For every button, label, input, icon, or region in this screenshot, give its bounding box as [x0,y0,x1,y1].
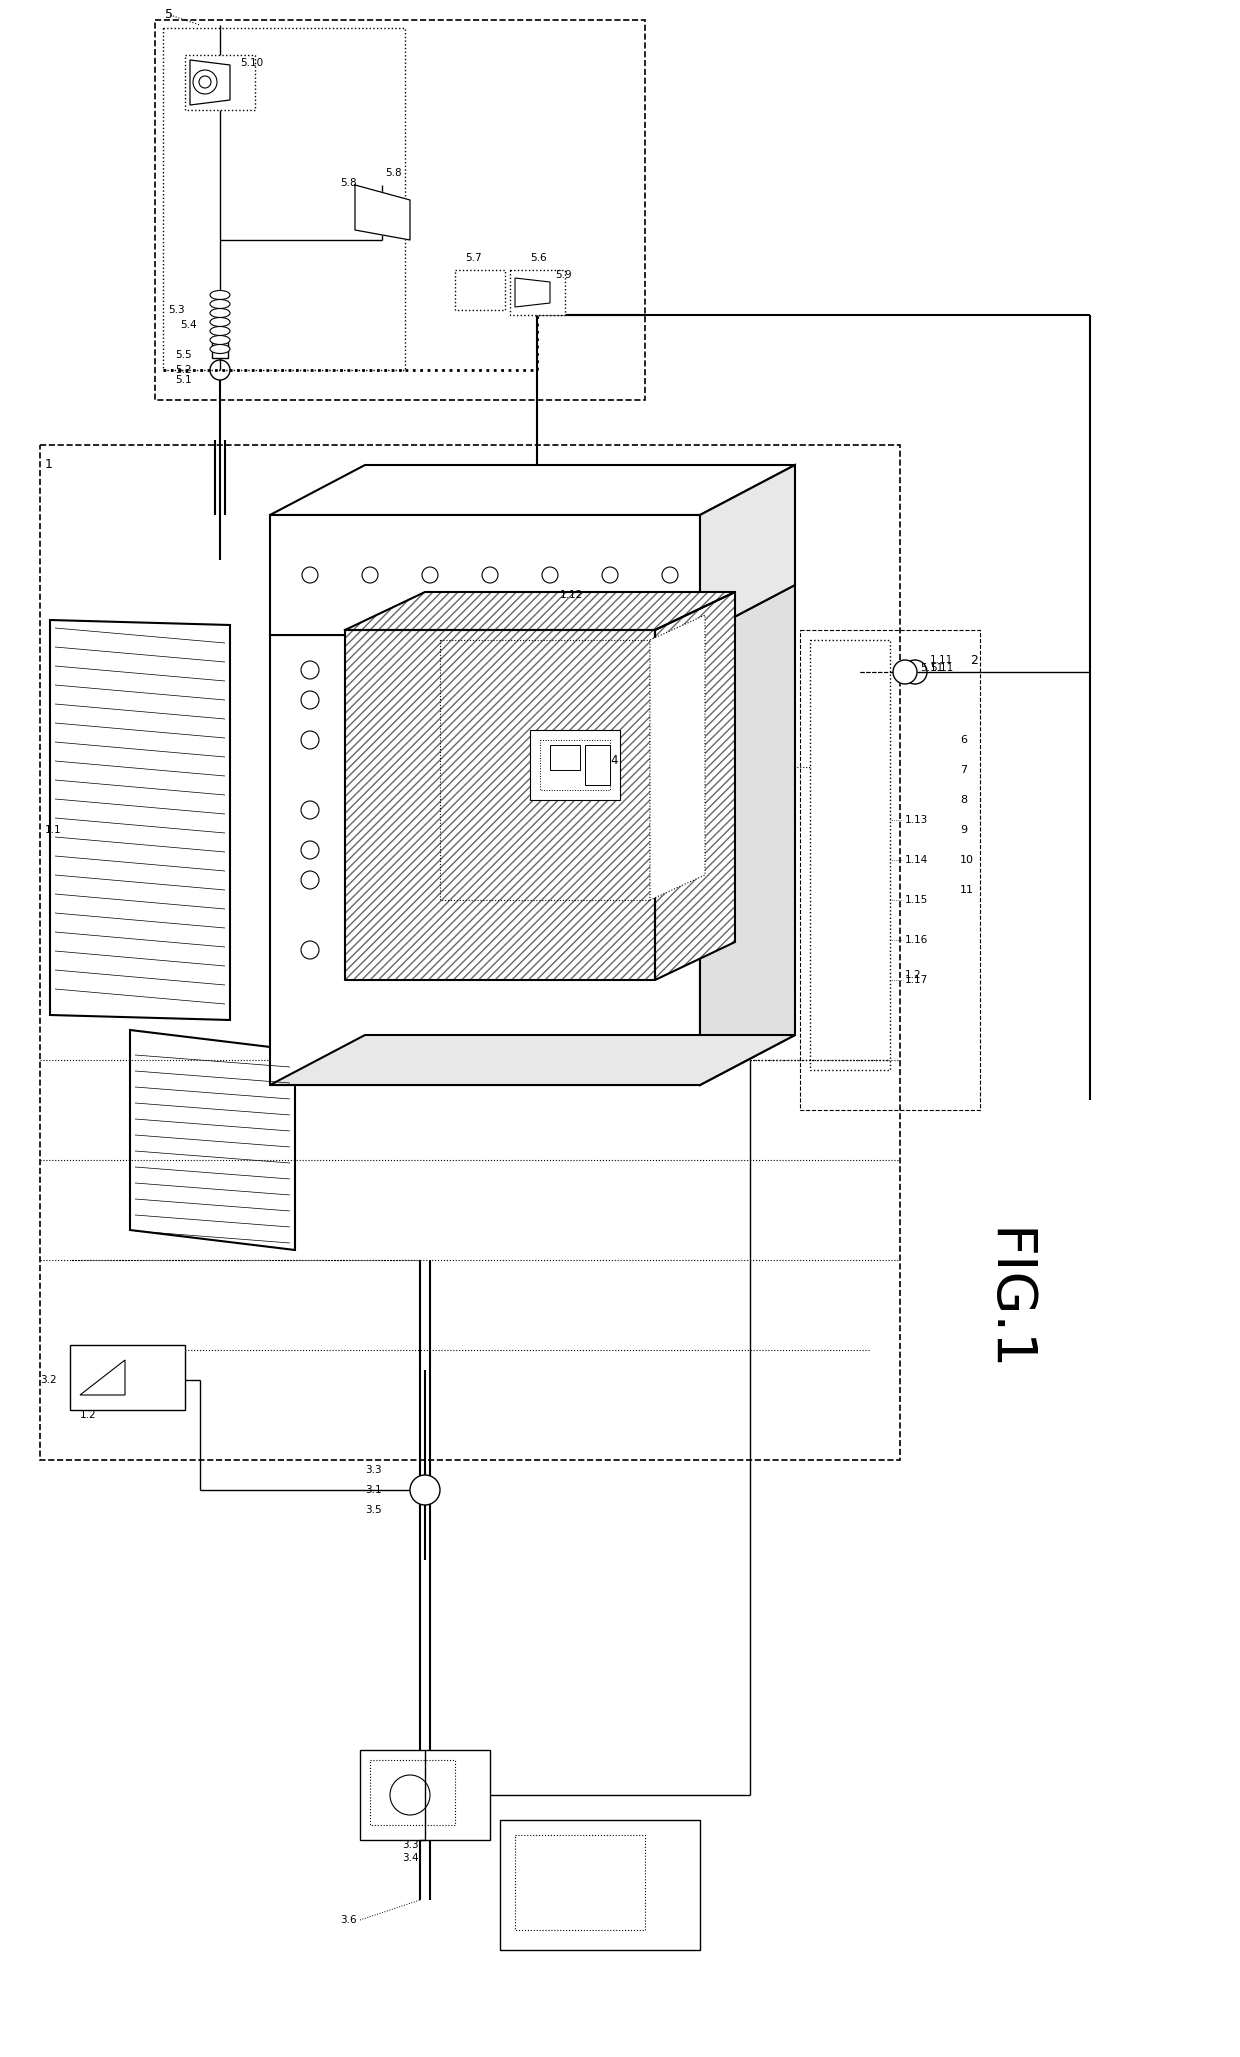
Text: 5.7: 5.7 [465,253,481,263]
Bar [162,29,405,370]
Polygon shape [650,615,706,901]
Text: 2: 2 [970,654,978,666]
Ellipse shape [210,309,229,317]
Polygon shape [270,636,701,1084]
Bar [360,1751,490,1841]
Text: 10: 10 [960,856,973,866]
Polygon shape [355,185,410,241]
Text: 1.13: 1.13 [905,815,929,825]
Ellipse shape [210,344,229,354]
Text: 3.2: 3.2 [40,1374,57,1384]
Text: 5: 5 [165,8,174,21]
Bar [155,21,645,399]
Polygon shape [190,60,229,105]
Text: 1.17: 1.17 [905,975,929,985]
Text: 5.8: 5.8 [384,169,402,179]
Polygon shape [515,278,551,306]
Text: 5.2: 5.2 [175,364,192,374]
Polygon shape [270,514,701,636]
Text: 5.9: 5.9 [556,269,572,280]
Ellipse shape [210,335,229,344]
Polygon shape [655,592,735,979]
Text: 5.8: 5.8 [340,179,357,187]
Polygon shape [81,1360,125,1395]
Text: 5.10: 5.10 [241,58,263,68]
Polygon shape [345,592,735,629]
Text: 1.1: 1.1 [45,825,62,835]
Polygon shape [270,1035,795,1084]
Bar [551,745,580,769]
Text: 11: 11 [960,885,973,895]
Polygon shape [701,465,795,636]
Bar [69,1345,185,1409]
Polygon shape [345,629,655,979]
Bar [40,444,900,1460]
Bar [810,640,890,1070]
Bar [455,269,505,311]
Text: 1.2: 1.2 [905,971,921,979]
Polygon shape [50,619,229,1020]
Text: 5.1: 5.1 [175,374,192,385]
Bar [510,269,565,315]
Text: 8: 8 [960,794,967,804]
Text: 1.11: 1.11 [930,654,954,664]
Text: 5.11: 5.11 [930,662,954,673]
Text: 1.2: 1.2 [81,1409,97,1419]
Polygon shape [701,584,795,1084]
Bar [370,1761,455,1825]
Text: 1.12: 1.12 [560,590,583,601]
Text: 3.5: 3.5 [365,1506,382,1516]
Bar [440,640,650,901]
Circle shape [893,660,918,685]
Text: 5.11: 5.11 [920,662,944,673]
Ellipse shape [210,317,229,327]
Text: 1.16: 1.16 [905,936,929,944]
Bar [212,341,228,358]
Bar [185,56,255,109]
Ellipse shape [210,290,229,300]
Text: 5.4: 5.4 [180,321,197,329]
Text: 5.6: 5.6 [529,253,547,263]
Text: 4: 4 [610,753,618,767]
Text: 3.1: 3.1 [365,1485,382,1495]
Text: 3.6: 3.6 [340,1915,357,1925]
Text: 5.5: 5.5 [175,350,192,360]
Text: 6: 6 [960,734,967,745]
Text: 1.15: 1.15 [905,895,929,905]
Bar [529,730,620,800]
Text: 9: 9 [960,825,967,835]
Polygon shape [270,465,795,514]
Bar [515,1835,645,1929]
Text: 1.14: 1.14 [905,856,929,866]
Text: 1: 1 [45,459,53,471]
Text: 3.3: 3.3 [402,1841,418,1849]
Polygon shape [130,1031,295,1251]
Bar [500,1820,701,1950]
Text: 5.3: 5.3 [167,304,185,315]
Bar [585,745,610,786]
Text: 3.4: 3.4 [402,1853,418,1864]
Bar [539,741,610,790]
Ellipse shape [210,327,229,335]
Text: FIG.1: FIG.1 [980,1228,1034,1372]
Circle shape [410,1475,440,1506]
Ellipse shape [210,300,229,309]
Bar [800,629,980,1111]
Text: 3.3: 3.3 [365,1465,382,1475]
Text: 7: 7 [960,765,967,775]
